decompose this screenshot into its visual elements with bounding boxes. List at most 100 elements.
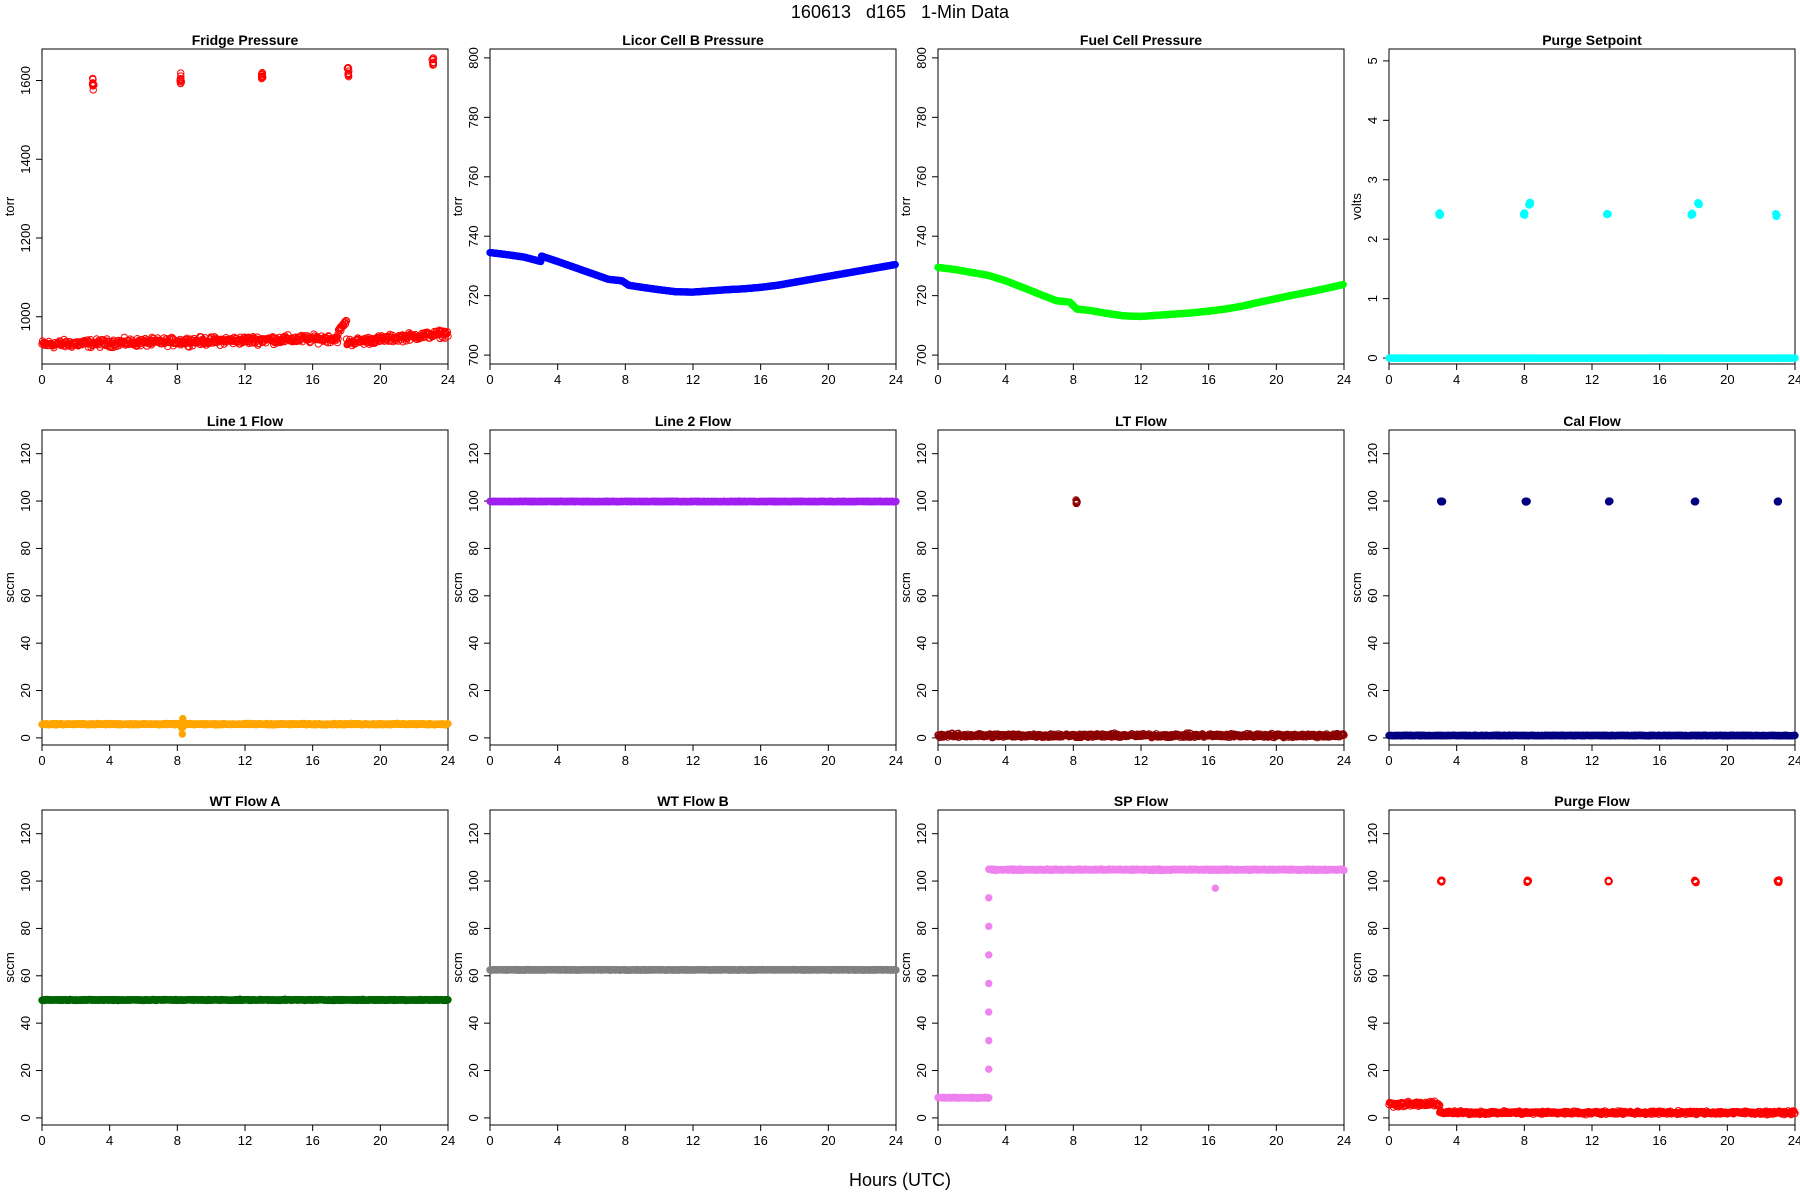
x-tick-label: 24 xyxy=(1337,372,1351,387)
y-axis-label: torr xyxy=(898,196,913,216)
x-tick-label: 0 xyxy=(38,372,45,387)
x-tick-label: 16 xyxy=(753,753,767,768)
data-point xyxy=(177,72,185,80)
plot-frame xyxy=(41,48,449,365)
x-tick-label: 24 xyxy=(889,753,903,768)
data-point xyxy=(1772,212,1781,220)
x-tick-label: 16 xyxy=(1652,372,1666,387)
plot-frame xyxy=(489,429,897,746)
y-tick-label: 5 xyxy=(1365,57,1380,64)
y-tick-label: 0 xyxy=(1365,354,1380,361)
data-point xyxy=(1791,354,1799,362)
x-tick-label: 20 xyxy=(373,372,387,387)
panel-title: Line 1 Flow xyxy=(207,413,283,429)
panel-title: Fuel Cell Pressure xyxy=(1080,32,1202,48)
x-tick-label: 8 xyxy=(1521,372,1528,387)
y-tick-label: 800 xyxy=(914,47,929,69)
x-tick-label: 16 xyxy=(305,753,319,768)
y-tick-label: 720 xyxy=(914,285,929,307)
panel-title: Licor Cell B Pressure xyxy=(622,32,764,48)
y-tick-label: 800 xyxy=(466,47,481,69)
x-tick-label: 0 xyxy=(1385,372,1392,387)
y-tick-label: 1400 xyxy=(18,145,33,174)
y-tick-label: 760 xyxy=(466,166,481,188)
x-tick-label: 20 xyxy=(1269,372,1283,387)
x-tick-label: 24 xyxy=(1337,753,1351,768)
y-tick-label: 1200 xyxy=(18,224,33,253)
x-tick-label: 20 xyxy=(821,753,835,768)
y-tick-label: 120 xyxy=(18,443,33,465)
data-point xyxy=(1436,210,1444,219)
x-tick-label: 4 xyxy=(106,372,113,387)
y-tick-label: 80 xyxy=(18,541,33,555)
data-point xyxy=(179,714,187,723)
x-tick-label: 16 xyxy=(753,372,767,387)
x-tick-label: 8 xyxy=(1070,753,1077,768)
x-tick-label: 20 xyxy=(1720,372,1734,387)
y-tick-label: 20 xyxy=(18,683,33,697)
y-tick-label: 0 xyxy=(466,734,481,741)
x-tick-label: 0 xyxy=(38,753,45,768)
y-tick-label: 60 xyxy=(914,589,929,603)
y-tick-label: 4 xyxy=(1365,117,1380,124)
x-tick-label: 0 xyxy=(486,753,493,768)
y-tick-label: 780 xyxy=(914,106,929,128)
x-tick-label: 12 xyxy=(1585,372,1599,387)
y-tick-label: 700 xyxy=(466,344,481,366)
y-tick-label: 1600 xyxy=(18,66,33,95)
x-tick-label: 12 xyxy=(238,372,252,387)
y-tick-label: 120 xyxy=(466,443,481,465)
data-point xyxy=(176,79,185,88)
data-point xyxy=(444,332,452,340)
y-tick-label: 40 xyxy=(18,636,33,650)
x-tick-label: 0 xyxy=(934,372,941,387)
plot-frame xyxy=(1388,48,1796,365)
x-tick-label: 12 xyxy=(686,372,700,387)
panel-title: Purge Setpoint xyxy=(1542,32,1642,48)
x-tick-label: 24 xyxy=(889,372,903,387)
x-tick-label: 20 xyxy=(821,372,835,387)
y-tick-label: 740 xyxy=(914,225,929,247)
x-tick-label: 20 xyxy=(373,753,387,768)
panel-title: Fridge Pressure xyxy=(192,32,299,48)
y-axis-label: sccm xyxy=(2,572,17,602)
y-tick-label: 80 xyxy=(914,541,929,555)
x-tick-label: 4 xyxy=(1002,753,1009,768)
y-tick-label: 100 xyxy=(914,490,929,512)
x-tick-label: 8 xyxy=(1070,372,1077,387)
data-point xyxy=(178,730,187,738)
x-tick-label: 12 xyxy=(1134,753,1148,768)
y-tick-label: 100 xyxy=(466,490,481,512)
x-tick-label: 4 xyxy=(554,372,561,387)
plot-frame xyxy=(41,429,449,746)
x-tick-label: 0 xyxy=(934,753,941,768)
y-tick-label: 2 xyxy=(1365,236,1380,243)
data-point xyxy=(333,338,342,347)
x-tick-label: 16 xyxy=(1201,753,1215,768)
data-point xyxy=(179,722,187,730)
y-tick-label: 780 xyxy=(466,106,481,128)
x-tick-label: 4 xyxy=(554,753,561,768)
x-tick-label: 8 xyxy=(622,753,629,768)
plot-frame xyxy=(489,48,897,365)
data-point xyxy=(1688,209,1696,217)
data-point xyxy=(444,720,452,728)
y-tick-label: 760 xyxy=(914,166,929,188)
y-tick-label: 740 xyxy=(466,225,481,247)
data-point xyxy=(258,70,266,79)
data-point xyxy=(344,71,352,79)
x-tick-label: 24 xyxy=(441,753,455,768)
y-tick-label: 720 xyxy=(466,285,481,307)
y-axis-label: torr xyxy=(450,196,465,216)
data-point xyxy=(342,317,351,325)
y-axis-label: torr xyxy=(2,196,17,216)
data-point xyxy=(429,61,437,69)
